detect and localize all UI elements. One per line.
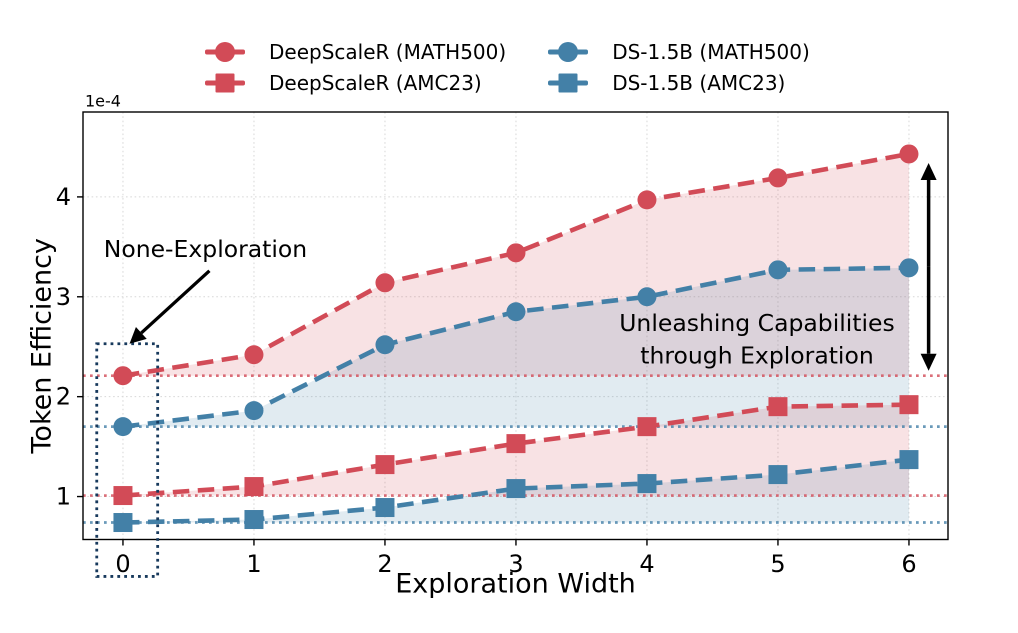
legend-item-deepscaler-math500: DeepScaleR (MATH500): [205, 36, 506, 67]
x-axis-label: Exploration Width: [395, 569, 636, 600]
y-tick-label: 3: [56, 283, 71, 311]
data-point-circle: [244, 401, 264, 421]
legend-label: DS-1.5B (MATH500): [612, 39, 810, 64]
data-point-square: [506, 479, 526, 499]
y-tick-label: 4: [56, 183, 71, 211]
x-tick-label: 0: [115, 550, 130, 578]
legend-label: DeepScaleR (AMC23): [269, 70, 482, 95]
data-point-square: [244, 510, 264, 530]
y-tick-label: 1: [56, 483, 71, 511]
data-point-square: [375, 455, 395, 475]
data-point-circle: [899, 258, 919, 278]
data-point-circle: [637, 190, 657, 210]
legend-column-ds15b: DS-1.5B (MATH500) DS-1.5B (AMC23): [548, 36, 810, 98]
data-point-square: [768, 465, 788, 485]
data-point-square: [113, 486, 133, 506]
data-point-circle: [506, 302, 526, 322]
annotation-unleashing-line: through Exploration: [640, 342, 873, 370]
data-point-circle: [244, 345, 264, 365]
data-point-circle: [637, 287, 657, 307]
legend-item-ds15b-math500: DS-1.5B (MATH500): [548, 36, 810, 67]
data-point-circle: [375, 273, 395, 293]
data-point-circle: [768, 168, 788, 188]
data-point-square: [637, 417, 657, 437]
chart-legend: DeepScaleR (MATH500) DeepScaleR (AMC23) …: [205, 36, 810, 98]
y-tick-label: 2: [56, 383, 71, 411]
legend-label: DS-1.5B (AMC23): [612, 70, 786, 95]
data-point-square: [375, 498, 395, 518]
x-tick-label: 5: [770, 550, 785, 578]
blue-circle-marker-icon: [548, 41, 589, 63]
x-tick-label: 2: [377, 550, 392, 578]
data-point-square: [113, 513, 133, 533]
x-tick-label: 3: [508, 550, 523, 578]
legend-column-deepscaler: DeepScaleR (MATH500) DeepScaleR (AMC23): [205, 36, 506, 98]
red-square-marker-icon: [205, 72, 245, 94]
x-tick-label: 6: [901, 550, 916, 578]
legend-item-ds15b-amc23: DS-1.5B (AMC23): [548, 67, 810, 98]
legend-item-deepscaler-amc23: DeepScaleR (AMC23): [205, 67, 506, 98]
blue-square-marker-icon: [548, 72, 589, 94]
data-point-circle: [113, 366, 133, 386]
gain-double-arrow-bottom-head: [920, 353, 937, 371]
data-point-circle: [375, 335, 395, 355]
data-point-circle: [113, 417, 133, 437]
y-axis-scale-note: 1e-4: [85, 92, 121, 111]
y-axis-label: Token Efficiency: [27, 238, 58, 454]
x-tick-label: 1: [246, 550, 261, 578]
none-exploration-highlight-box: [95, 342, 160, 578]
none-exploration-arrow-shaft: [140, 269, 211, 335]
x-tick-label: 4: [639, 550, 654, 578]
data-point-circle: [899, 144, 919, 164]
data-point-square: [637, 474, 657, 494]
data-point-square: [768, 397, 788, 417]
none-exploration-arrow-head: [129, 327, 147, 344]
legend-label: DeepScaleR (MATH500): [269, 39, 507, 64]
data-point-circle: [768, 260, 788, 280]
data-point-square: [506, 434, 526, 454]
data-point-square: [244, 477, 264, 497]
data-point-circle: [506, 243, 526, 263]
data-point-square: [899, 395, 919, 415]
annotation-unleashing-line: Unleashing Capabilities: [619, 309, 895, 337]
data-point-square: [899, 450, 919, 470]
red-circle-marker-icon: [205, 41, 245, 63]
series-fill-area: [122, 267, 909, 427]
gain-double-arrow-top-head: [920, 162, 937, 180]
annotation-none-exploration: None-Exploration: [104, 235, 307, 263]
